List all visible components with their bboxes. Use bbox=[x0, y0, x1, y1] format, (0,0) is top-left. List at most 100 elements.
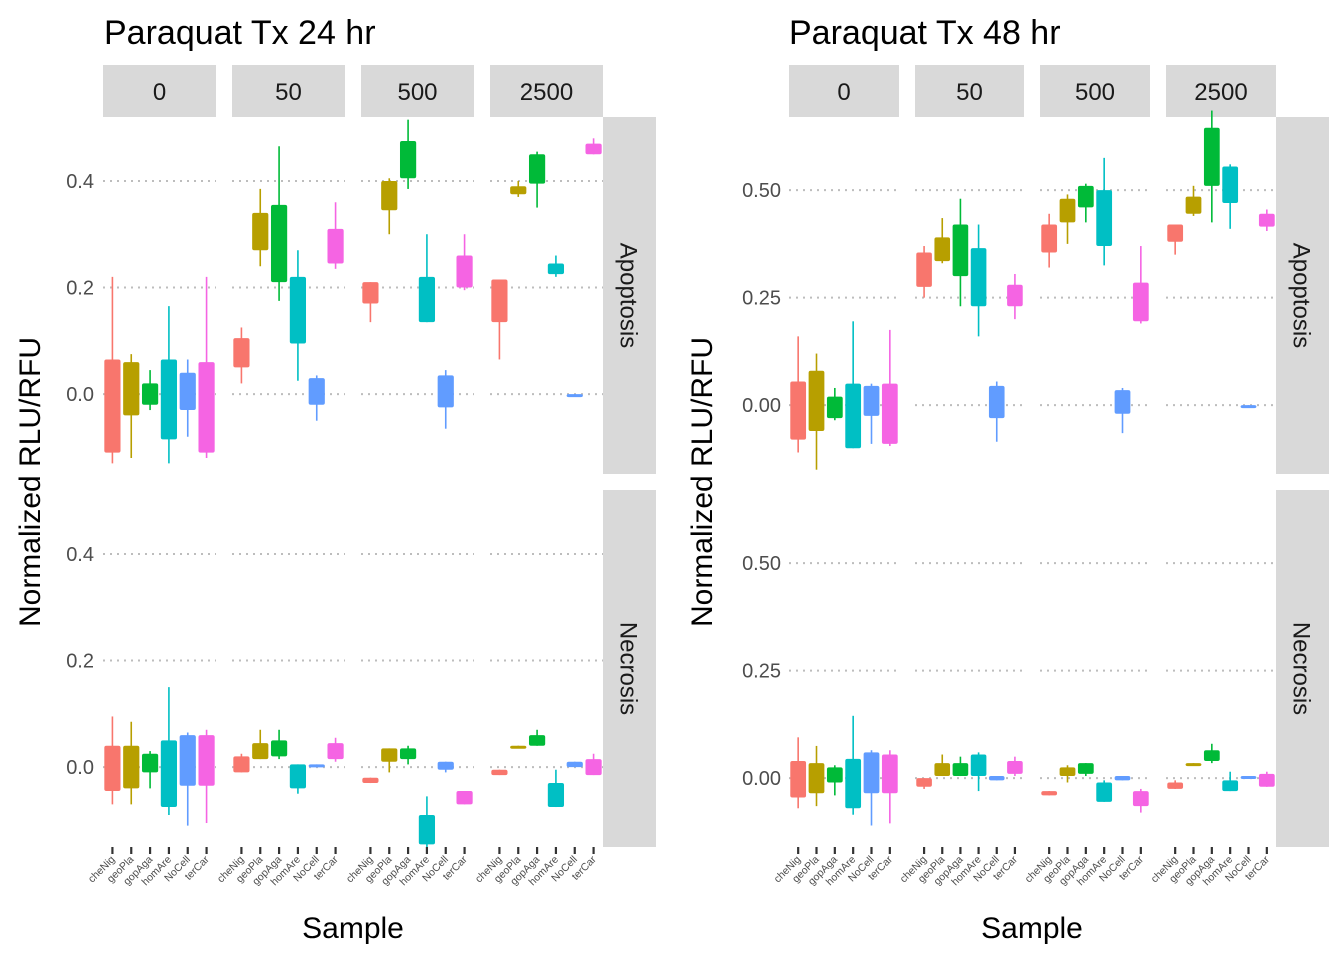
y-tick-label: 0.4 bbox=[66, 544, 94, 566]
y-tick-label: 0.00 bbox=[742, 768, 781, 790]
box-homAre bbox=[160, 740, 178, 808]
box-NoCell bbox=[1240, 405, 1257, 409]
facet-strip-col bbox=[1166, 65, 1276, 117]
box-homAre bbox=[1222, 166, 1239, 204]
box-cheNig bbox=[1041, 791, 1058, 796]
x-axis-label: Sample bbox=[981, 912, 1083, 945]
box-geoPla bbox=[510, 186, 527, 195]
box-gopAga bbox=[1203, 750, 1220, 761]
box-homAre bbox=[547, 263, 565, 275]
box-cheNig bbox=[790, 760, 807, 798]
box-NoCell bbox=[988, 776, 1005, 781]
facet-strip-col bbox=[789, 65, 899, 117]
box-geoPla bbox=[381, 748, 398, 762]
facet-strip-col-label: 50 bbox=[275, 79, 302, 106]
box-geoPla bbox=[252, 212, 269, 251]
box-terCar bbox=[881, 383, 898, 444]
box-NoCell bbox=[308, 764, 325, 768]
box-gopAga bbox=[826, 767, 843, 783]
box-gopAga bbox=[826, 396, 843, 419]
box-terCar bbox=[1258, 213, 1275, 227]
box-homAre bbox=[1222, 780, 1239, 792]
facet-strip-row bbox=[1276, 117, 1329, 474]
box-terCar bbox=[1132, 282, 1149, 322]
y-tick-label: 0.2 bbox=[66, 651, 94, 673]
facet-strip-row bbox=[1276, 490, 1329, 847]
x-axis-label: Sample bbox=[302, 912, 404, 945]
box-homAre bbox=[418, 276, 436, 323]
box-homAre bbox=[289, 276, 307, 344]
box-cheNig bbox=[362, 777, 379, 784]
box-cheNig bbox=[362, 282, 379, 304]
box-cheNig bbox=[104, 745, 121, 792]
box-gopAga bbox=[528, 154, 546, 184]
box-homAre bbox=[1096, 190, 1113, 247]
box-cheNig bbox=[790, 381, 807, 440]
box-cheNig bbox=[1041, 224, 1058, 253]
box-terCar bbox=[881, 754, 898, 794]
box-NoCell bbox=[566, 394, 583, 398]
y-tick-label: 0.50 bbox=[742, 180, 781, 202]
box-NoCell bbox=[863, 752, 880, 794]
box-geoPla bbox=[934, 237, 951, 262]
box-NoCell bbox=[863, 385, 880, 416]
facet-strip-row bbox=[603, 117, 656, 474]
box-gopAga bbox=[141, 753, 159, 773]
box-geoPla bbox=[381, 180, 398, 211]
box-terCar bbox=[1258, 773, 1275, 787]
facet-strip-col-label: 500 bbox=[1075, 79, 1115, 106]
box-geoPla bbox=[252, 743, 269, 760]
y-axis-label: Normalized RLU/RFU bbox=[14, 337, 47, 627]
box-gopAga bbox=[952, 763, 969, 777]
box-NoCell bbox=[566, 761, 583, 768]
box-geoPla bbox=[510, 745, 527, 749]
y-tick-label: 0.0 bbox=[66, 384, 94, 406]
chart-2: Paraquat Tx 48 hr Normalized RLU/RFU Sampl… bbox=[686, 14, 1329, 945]
box-geoPla bbox=[808, 763, 825, 794]
box-terCar bbox=[456, 255, 473, 288]
box-terCar bbox=[456, 791, 473, 805]
facet-strip-col bbox=[361, 65, 474, 117]
box-NoCell bbox=[1114, 776, 1131, 781]
facet-strip-col bbox=[232, 65, 345, 117]
box-cheNig bbox=[1167, 224, 1184, 242]
box-NoCell bbox=[179, 735, 196, 786]
box-gopAga bbox=[399, 140, 417, 179]
box-terCar bbox=[1132, 791, 1149, 807]
box-NoCell bbox=[1114, 390, 1131, 414]
box-geoPla bbox=[934, 763, 951, 777]
chart-1: Paraquat Tx 24 hr Normalized RLU/RFU Sampl… bbox=[14, 14, 656, 945]
facet-strip-col-label: 0 bbox=[153, 79, 166, 106]
box-gopAga bbox=[528, 735, 546, 746]
box-geoPla bbox=[1059, 767, 1076, 777]
box-terCar bbox=[1007, 760, 1023, 774]
facet-strip-col-label: 500 bbox=[397, 79, 437, 106]
chart-title: Paraquat Tx 48 hr bbox=[789, 14, 1061, 52]
box-homAre bbox=[845, 758, 862, 809]
chart-title: Paraquat Tx 24 hr bbox=[104, 14, 376, 52]
box-homAre bbox=[547, 783, 565, 808]
facet-strip-col-label: 0 bbox=[837, 79, 850, 106]
facet-strip-col bbox=[103, 65, 216, 117]
box-gopAga bbox=[270, 204, 288, 283]
box-homAre bbox=[970, 248, 987, 307]
box-gopAga bbox=[952, 224, 969, 277]
box-NoCell bbox=[437, 375, 454, 408]
box-gopAga bbox=[1077, 763, 1094, 774]
box-gopAga bbox=[1203, 127, 1220, 186]
facet-strip-row-label: Apoptosis bbox=[615, 243, 642, 348]
box-gopAga bbox=[1077, 185, 1094, 208]
box-NoCell bbox=[308, 378, 325, 405]
box-cheNig bbox=[233, 338, 250, 368]
box-geoPla bbox=[123, 362, 140, 416]
box-homAre bbox=[970, 754, 987, 777]
facet-strip-row-label: Necrosis bbox=[615, 622, 642, 715]
box-gopAga bbox=[399, 748, 417, 760]
facet-strip-col bbox=[915, 65, 1024, 117]
facet-strip-col-label: 2500 bbox=[520, 79, 573, 106]
box-cheNig bbox=[104, 359, 121, 453]
box-geoPla bbox=[123, 745, 140, 789]
box-geoPla bbox=[808, 370, 825, 431]
box-geoPla bbox=[1059, 198, 1076, 223]
